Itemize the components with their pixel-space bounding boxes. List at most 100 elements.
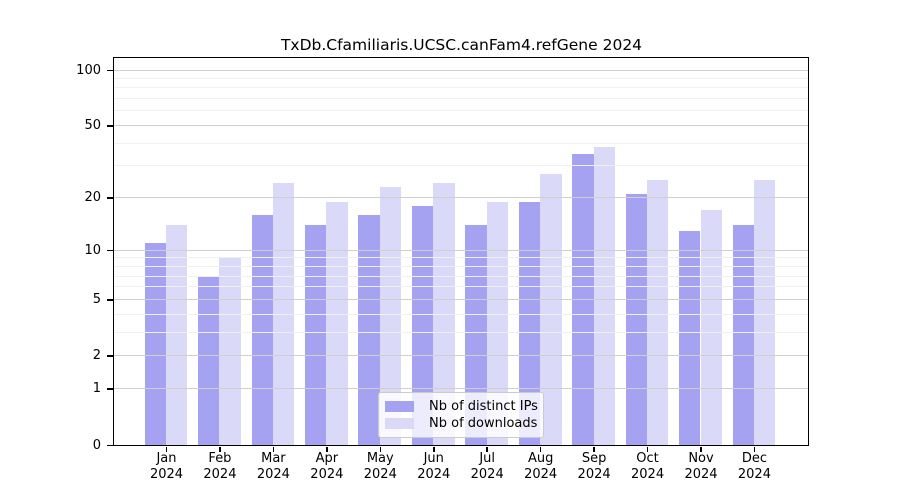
y-tick-mark [107,299,113,301]
y-tick-mark [107,388,113,390]
x-tick-year: 2024 [203,466,237,482]
x-tick-month: Jan [156,451,177,466]
gridline-minor [114,286,808,288]
x-tick-mark [326,447,328,452]
x-tick-mark [433,447,435,452]
x-tick-mark [700,447,702,452]
bar-distinct-ips [251,214,273,445]
bar-distinct-ips [625,193,648,445]
y-tick-mark [107,444,113,447]
x-tick-month: Apr [315,451,339,466]
bar-distinct-ips [198,276,220,445]
y-tick-label: 5 [92,291,101,307]
legend-label-distinct-ips: Nb of distinct IPs [429,399,538,414]
x-tick-label: Jun 2024 [402,451,466,482]
chart-title: TxDb.Cfamiliaris.UCSC.canFam4.refGene 20… [280,36,643,54]
gridline-minor [114,165,808,167]
x-tick-year: 2024 [684,466,718,482]
gridline-minor [114,77,808,79]
y-tick-label: 100 [76,62,101,78]
x-tick-month: Sep [581,451,607,466]
x-tick-year: 2024 [524,466,558,482]
x-tick-month: Jul [479,451,496,466]
x-tick-label: Apr 2024 [295,451,359,482]
x-tick-month: Jun [423,451,444,466]
y-tick-label: 50 [84,118,101,134]
x-tick-label: Sep 2024 [562,451,626,482]
x-tick-month: Oct [636,451,659,466]
bar-downloads [647,180,669,445]
gridline-minor [114,313,808,315]
gridline-minor [114,257,808,259]
x-tick-label: May 2024 [348,451,412,482]
x-tick-year: 2024 [737,466,771,482]
bar-distinct-ips [732,224,754,445]
x-tick-mark [272,447,275,452]
x-tick-label: Mar 2024 [241,451,305,482]
x-tick-year: 2024 [577,466,611,482]
plot-area: Nb of distinct IPs Nb of downloads [113,57,809,446]
bar-downloads [219,257,241,445]
x-tick-label: Nov 2024 [669,451,733,482]
x-tick-mark [379,447,382,452]
x-tick-month: Aug [527,451,554,466]
legend-swatch-downloads [385,418,414,429]
gridline-major [114,197,808,199]
gridline-minor [114,265,808,267]
x-tick-label: Dec 2024 [722,451,786,482]
x-tick-year: 2024 [256,466,290,482]
bar-downloads [326,201,348,445]
gridline-major [114,355,808,357]
x-tick-mark [539,447,542,452]
y-tick-label: 10 [84,242,101,258]
gridline-major [114,388,808,390]
bar-downloads [753,180,776,445]
x-tick-label: Aug 2024 [509,451,573,482]
gridline-minor [114,275,808,277]
gridline-major [114,298,808,300]
y-tick-label: 2 [92,348,101,364]
legend-item-distinct-ips: Nb of distinct IPs [385,398,538,415]
bar-distinct-ips [679,230,701,445]
bar-distinct-ips [518,201,541,445]
y-tick-mark [107,125,113,127]
gridline-major [114,249,808,251]
gridline-major [114,69,808,71]
y-tick-mark [107,197,113,199]
x-tick-year: 2024 [149,466,184,482]
gridline-minor [114,110,808,112]
y-tick-label: 0 [92,437,101,453]
bar-distinct-ips [144,243,166,445]
x-tick-mark [486,447,488,452]
x-tick-month: Nov [688,451,714,466]
bar-distinct-ips [411,205,434,445]
bar-distinct-ips [358,214,380,445]
gridline-minor [114,142,808,144]
bar-downloads [700,210,722,445]
bar-distinct-ips [465,224,487,445]
x-tick-label: Jul 2024 [455,451,519,482]
legend: Nb of distinct IPs Nb of downloads [378,392,544,438]
x-tick-label: Jan 2024 [135,451,199,482]
x-tick-month: Feb [208,451,232,466]
x-tick-mark [165,447,168,452]
y-tick-mark [107,355,113,357]
y-tick-mark [107,249,113,252]
x-tick-month: Dec [741,451,768,466]
y-tick-label: 20 [84,190,101,206]
y-tick-mark [107,69,113,72]
gridline-minor [114,331,808,333]
x-tick-mark [646,447,649,452]
legend-swatch-distinct-ips [385,401,414,412]
bar-downloads [593,147,615,445]
bar-downloads [166,224,188,445]
x-tick-year: 2024 [631,466,665,482]
legend-label-downloads: Nb of downloads [429,416,538,431]
x-tick-mark [593,447,595,452]
legend-item-downloads: Nb of downloads [385,415,538,432]
x-tick-label: Feb 2024 [188,451,252,482]
x-tick-year: 2024 [310,466,344,482]
bar-downloads [540,174,562,445]
y-tick-label: 1 [92,381,101,397]
